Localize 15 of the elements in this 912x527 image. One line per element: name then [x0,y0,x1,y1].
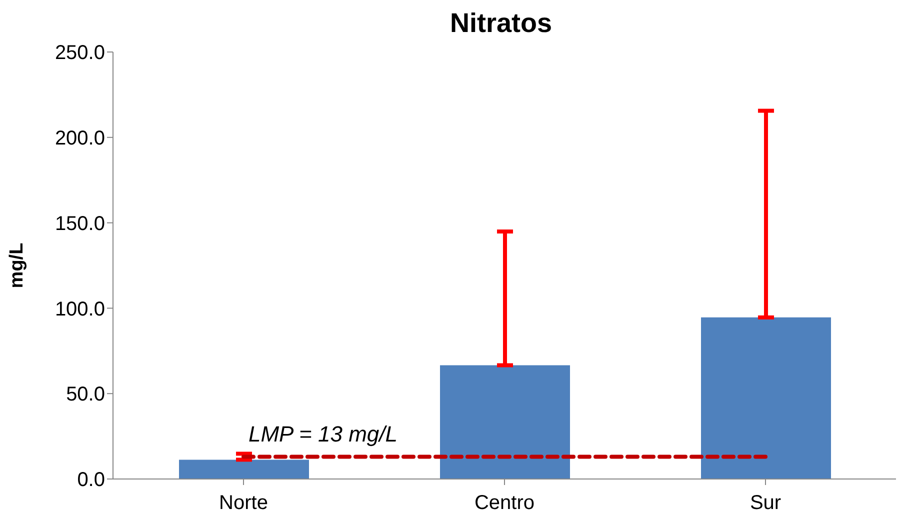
y-tick-label: 100.0 [54,298,105,320]
x-tick-label: Centro [474,492,535,514]
y-axis-title: mg/L [6,242,28,288]
x-tick-label: Norte [219,492,268,514]
bar [179,460,309,479]
y-tick-label: 0.0 [77,469,105,492]
y-tick-label: 150.0 [54,212,105,235]
x-tick-label: Sur [750,492,782,514]
bar [701,317,831,479]
y-tick-label: 250.0 [54,42,105,64]
y-tick-label: 50.0 [66,384,105,406]
chart-title: Nitratos [448,8,553,40]
bar [440,365,570,479]
ref-line-label: LMP = 13 mg/L [248,421,398,446]
y-tick-label: 200.0 [54,128,105,150]
